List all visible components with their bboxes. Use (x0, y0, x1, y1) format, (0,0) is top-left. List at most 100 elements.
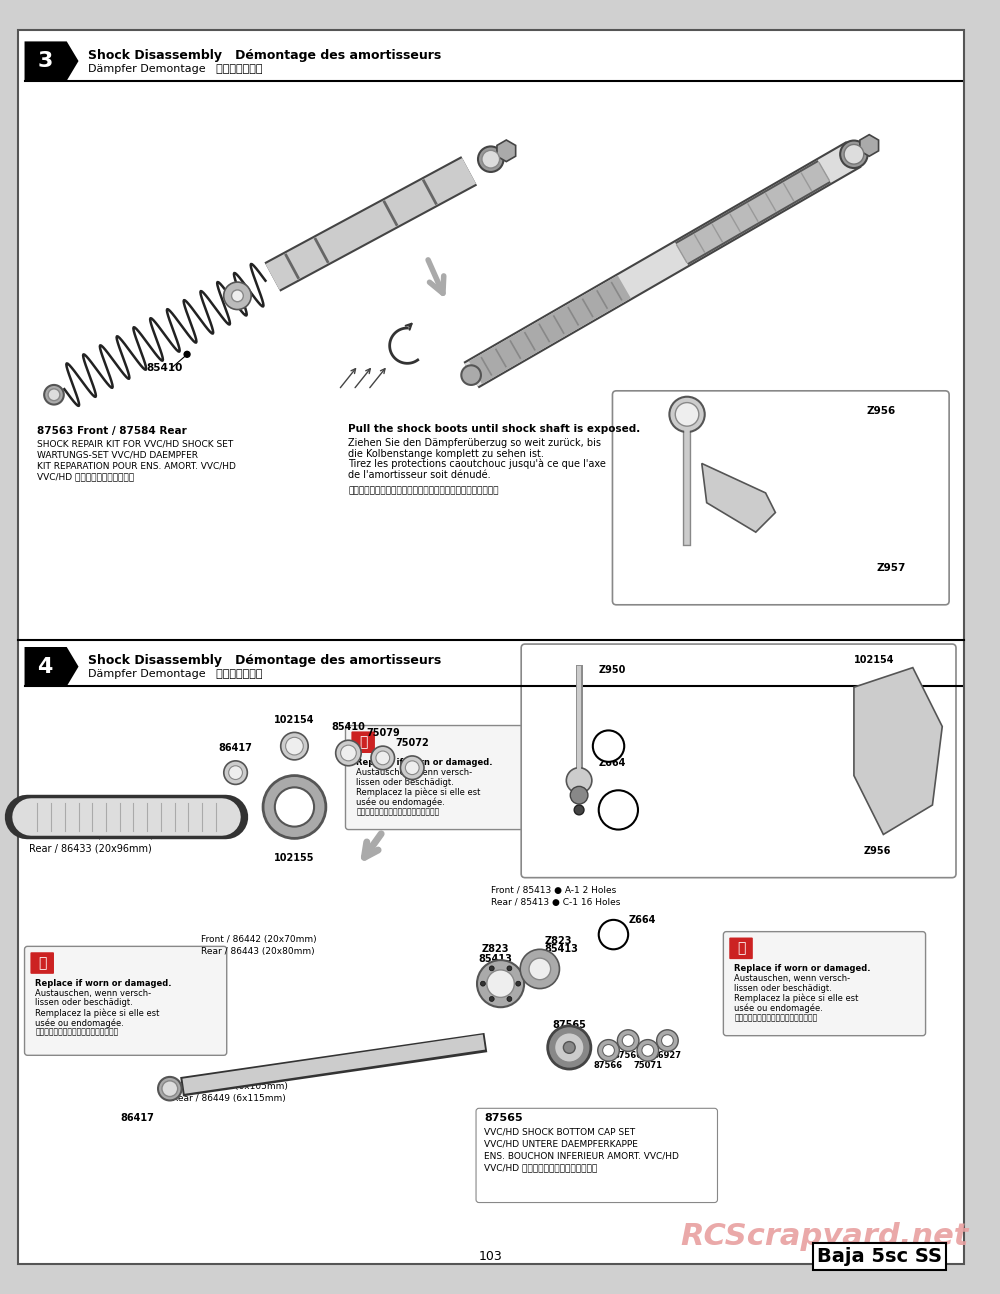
Circle shape (642, 1044, 654, 1056)
Polygon shape (25, 41, 79, 80)
Circle shape (507, 965, 512, 970)
Text: ⛯: ⛯ (359, 735, 367, 749)
Text: 部品、破損している場合は交換します。: 部品、破損している場合は交換します。 (734, 1013, 817, 1022)
Text: 部品、破損している場合は交換します。: 部品、破損している場合は交換します。 (35, 1027, 119, 1036)
Text: Z950: Z950 (599, 665, 626, 674)
Text: 75072: 75072 (395, 738, 429, 748)
Text: ⛯: ⛯ (737, 941, 745, 955)
Circle shape (336, 740, 361, 766)
Text: Ziehen Sie den Dämpferüberzug so weit zurück, bis: Ziehen Sie den Dämpferüberzug so weit zu… (348, 437, 601, 448)
Text: 103: 103 (479, 1250, 503, 1263)
Circle shape (461, 365, 481, 384)
Circle shape (487, 970, 514, 998)
Circle shape (281, 732, 308, 760)
Text: 87565: 87565 (552, 1020, 586, 1030)
Text: 85410: 85410 (331, 722, 365, 732)
Text: VVC/HD UNTERE DAEMPFERKAPPE: VVC/HD UNTERE DAEMPFERKAPPE (484, 1140, 638, 1149)
Circle shape (224, 761, 247, 784)
Text: Replace if worn or damaged.: Replace if worn or damaged. (356, 758, 493, 767)
Polygon shape (860, 135, 879, 157)
Circle shape (286, 738, 303, 754)
FancyBboxPatch shape (521, 644, 956, 877)
Text: lissen oder beschädigt.: lissen oder beschädigt. (356, 778, 454, 787)
Text: VVC/HD ショックボトムキャップセット: VVC/HD ショックボトムキャップセット (484, 1163, 597, 1172)
Text: Z956: Z956 (883, 718, 911, 729)
FancyBboxPatch shape (345, 726, 533, 829)
Text: 3: 3 (37, 50, 53, 71)
Circle shape (158, 1077, 182, 1100)
Circle shape (669, 397, 705, 432)
Circle shape (593, 730, 624, 762)
Text: usée ou endomagée.: usée ou endomagée. (35, 1018, 124, 1027)
Circle shape (574, 805, 584, 815)
Text: 87563 Front / 87584 Rear: 87563 Front / 87584 Rear (37, 426, 187, 436)
Text: Front / 86432 (20x86mm)
Rear / 86433 (20x96mm): Front / 86432 (20x86mm) Rear / 86433 (20… (29, 829, 154, 853)
Circle shape (224, 282, 251, 309)
Polygon shape (702, 463, 775, 532)
Text: Austauschen, wenn versch-: Austauschen, wenn versch- (356, 767, 472, 776)
Circle shape (637, 1039, 659, 1061)
Text: 102155: 102155 (274, 853, 315, 863)
Text: 86417: 86417 (219, 743, 253, 753)
Circle shape (477, 960, 524, 1007)
Circle shape (622, 1035, 634, 1047)
Text: Front / 86448 (6x105mm)
Rear / 86449 (6x115mm): Front / 86448 (6x105mm) Rear / 86449 (6x… (172, 1082, 288, 1104)
Circle shape (516, 981, 521, 986)
Text: 7
mm: 7 mm (601, 736, 616, 756)
Text: 24
mm: 24 mm (610, 800, 626, 819)
Text: 85413: 85413 (545, 945, 579, 954)
Text: Replace if worn or damaged.: Replace if worn or damaged. (734, 964, 871, 973)
Circle shape (563, 1042, 575, 1053)
Text: WARTUNGS-SET VVC/HD DAEMPFER: WARTUNGS-SET VVC/HD DAEMPFER (37, 450, 198, 459)
Circle shape (376, 751, 390, 765)
Circle shape (489, 996, 494, 1002)
Circle shape (662, 1035, 673, 1047)
Circle shape (566, 767, 592, 793)
Text: 75079: 75079 (366, 729, 400, 739)
Circle shape (341, 745, 356, 761)
Circle shape (263, 775, 326, 839)
Text: VVC/HD SHOCK BOTTOM CAP SET: VVC/HD SHOCK BOTTOM CAP SET (484, 1128, 635, 1137)
Text: 7
mm: 7 mm (606, 925, 621, 945)
Text: lissen oder beschädigt.: lissen oder beschädigt. (734, 983, 832, 992)
Circle shape (599, 791, 638, 829)
Text: 87566: 87566 (594, 1061, 623, 1070)
Circle shape (555, 1033, 584, 1062)
FancyBboxPatch shape (476, 1108, 717, 1202)
Text: Remplacez la pièce si elle est: Remplacez la pièce si elle est (356, 787, 481, 797)
Text: Shock Disassembly   Démontage des amortisseurs: Shock Disassembly Démontage des amortiss… (88, 49, 442, 62)
FancyBboxPatch shape (30, 952, 54, 974)
Text: Z956: Z956 (864, 846, 891, 857)
Text: Tirez les protections caoutchouc jusqu'à ce que l'axe: Tirez les protections caoutchouc jusqu'à… (348, 459, 606, 470)
Circle shape (44, 384, 64, 405)
Circle shape (617, 1030, 639, 1052)
Text: 87566: 87566 (614, 1051, 643, 1060)
Text: VVC/HD ショック用リペアキット: VVC/HD ショック用リペアキット (37, 472, 134, 481)
FancyBboxPatch shape (723, 932, 926, 1035)
Text: lissen oder beschädigt.: lissen oder beschädigt. (35, 999, 133, 1008)
Text: SHOCK REPAIR KIT FOR VVC/HD SHOCK SET: SHOCK REPAIR KIT FOR VVC/HD SHOCK SET (37, 440, 234, 449)
Circle shape (482, 150, 500, 168)
Polygon shape (854, 668, 942, 835)
Text: ENS. BOUCHON INFERIEUR AMORT. VVC/HD: ENS. BOUCHON INFERIEUR AMORT. VVC/HD (484, 1152, 679, 1161)
Text: 4: 4 (37, 656, 53, 677)
Text: Baja 5sc SS: Baja 5sc SS (817, 1247, 942, 1266)
Polygon shape (497, 140, 516, 162)
Text: Remplacez la pièce si elle est: Remplacez la pièce si elle est (35, 1008, 160, 1017)
Text: Z823: Z823 (482, 945, 509, 954)
Text: Shock Disassembly   Démontage des amortisseurs: Shock Disassembly Démontage des amortiss… (88, 655, 442, 668)
Circle shape (480, 981, 485, 986)
FancyBboxPatch shape (25, 946, 227, 1056)
Circle shape (184, 352, 190, 357)
Text: Front / 86442 (20x70mm)
Rear / 86443 (20x80mm): Front / 86442 (20x70mm) Rear / 86443 (20… (201, 934, 317, 956)
Circle shape (570, 787, 588, 804)
Text: 75071: 75071 (633, 1061, 662, 1070)
Text: usée ou endomagée.: usée ou endomagée. (734, 1003, 823, 1013)
Circle shape (275, 787, 314, 827)
Circle shape (48, 389, 60, 401)
Circle shape (548, 1026, 591, 1069)
Circle shape (162, 1080, 178, 1096)
Circle shape (489, 965, 494, 970)
Circle shape (520, 950, 559, 989)
Circle shape (405, 761, 419, 775)
